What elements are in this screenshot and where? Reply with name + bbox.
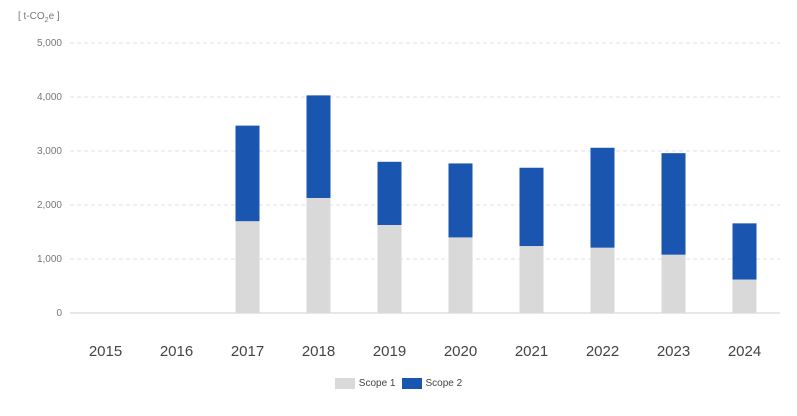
bar-scope-2 [448,163,473,238]
bar-scope-2 [732,223,757,280]
legend-item-scope-2: Scope 2 [401,378,463,389]
y-tick-label: 3,000 [37,146,62,157]
bar-scope-2 [661,153,686,255]
unit-subscript: 2 [44,17,49,24]
x-tick-label: 2015 [89,343,122,360]
bar-scope-1 [448,237,473,313]
y-tick-label: 5,000 [37,38,62,49]
x-tick-label: 2016 [160,343,193,360]
bar-scope-1 [377,224,402,313]
x-tick-label: 2024 [728,343,761,360]
x-tick-label: 2021 [515,343,548,360]
y-axis-unit-label: [ t-CO2e ] [18,11,60,24]
x-tick-label: 2019 [373,343,406,360]
x-tick-label: 2017 [231,343,264,360]
legend-label-scope-1: Scope 1 [358,378,396,389]
legend-item-scope-1: Scope 1 [334,378,396,389]
bar-scope-2 [519,167,544,247]
bar-scope-1 [306,197,331,313]
bar-scope-2 [377,161,402,225]
bar-scope-2 [235,125,260,222]
legend-swatch-scope-1 [334,378,355,389]
unit-suffix: e ] [48,11,60,22]
x-tick-label: 2018 [302,343,335,360]
bar-scope-1 [519,246,544,313]
x-tick-label: 2020 [444,343,477,360]
x-tick-label: 2023 [657,343,690,360]
bar-scope-1 [661,254,686,313]
bar-scope-1 [732,279,757,313]
y-tick-label: 1,000 [37,254,62,265]
unit-prefix: [ t-CO [18,11,45,22]
bar-scope-1 [235,221,260,313]
legend: Scope 1 Scope 2 [0,378,797,389]
x-tick-label: 2022 [586,343,619,360]
legend-label-scope-2: Scope 2 [425,378,463,389]
bar-scope-2 [306,95,331,198]
y-tick-label: 0 [56,308,62,319]
bar-scope-1 [590,247,615,313]
y-tick-label: 4,000 [37,92,62,103]
legend-swatch-scope-2 [401,378,422,389]
bar-scope-2 [590,147,615,248]
y-tick-label: 2,000 [37,200,62,211]
